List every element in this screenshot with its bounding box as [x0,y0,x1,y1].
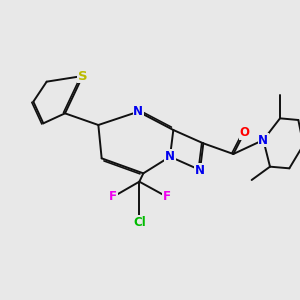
Text: N: N [195,164,205,176]
Text: N: N [258,134,268,146]
Text: Cl: Cl [133,216,146,229]
Text: S: S [78,70,88,83]
Text: O: O [239,126,249,139]
Text: F: F [109,190,117,203]
Text: N: N [165,150,175,163]
Text: F: F [163,190,171,203]
Text: N: N [133,105,143,118]
